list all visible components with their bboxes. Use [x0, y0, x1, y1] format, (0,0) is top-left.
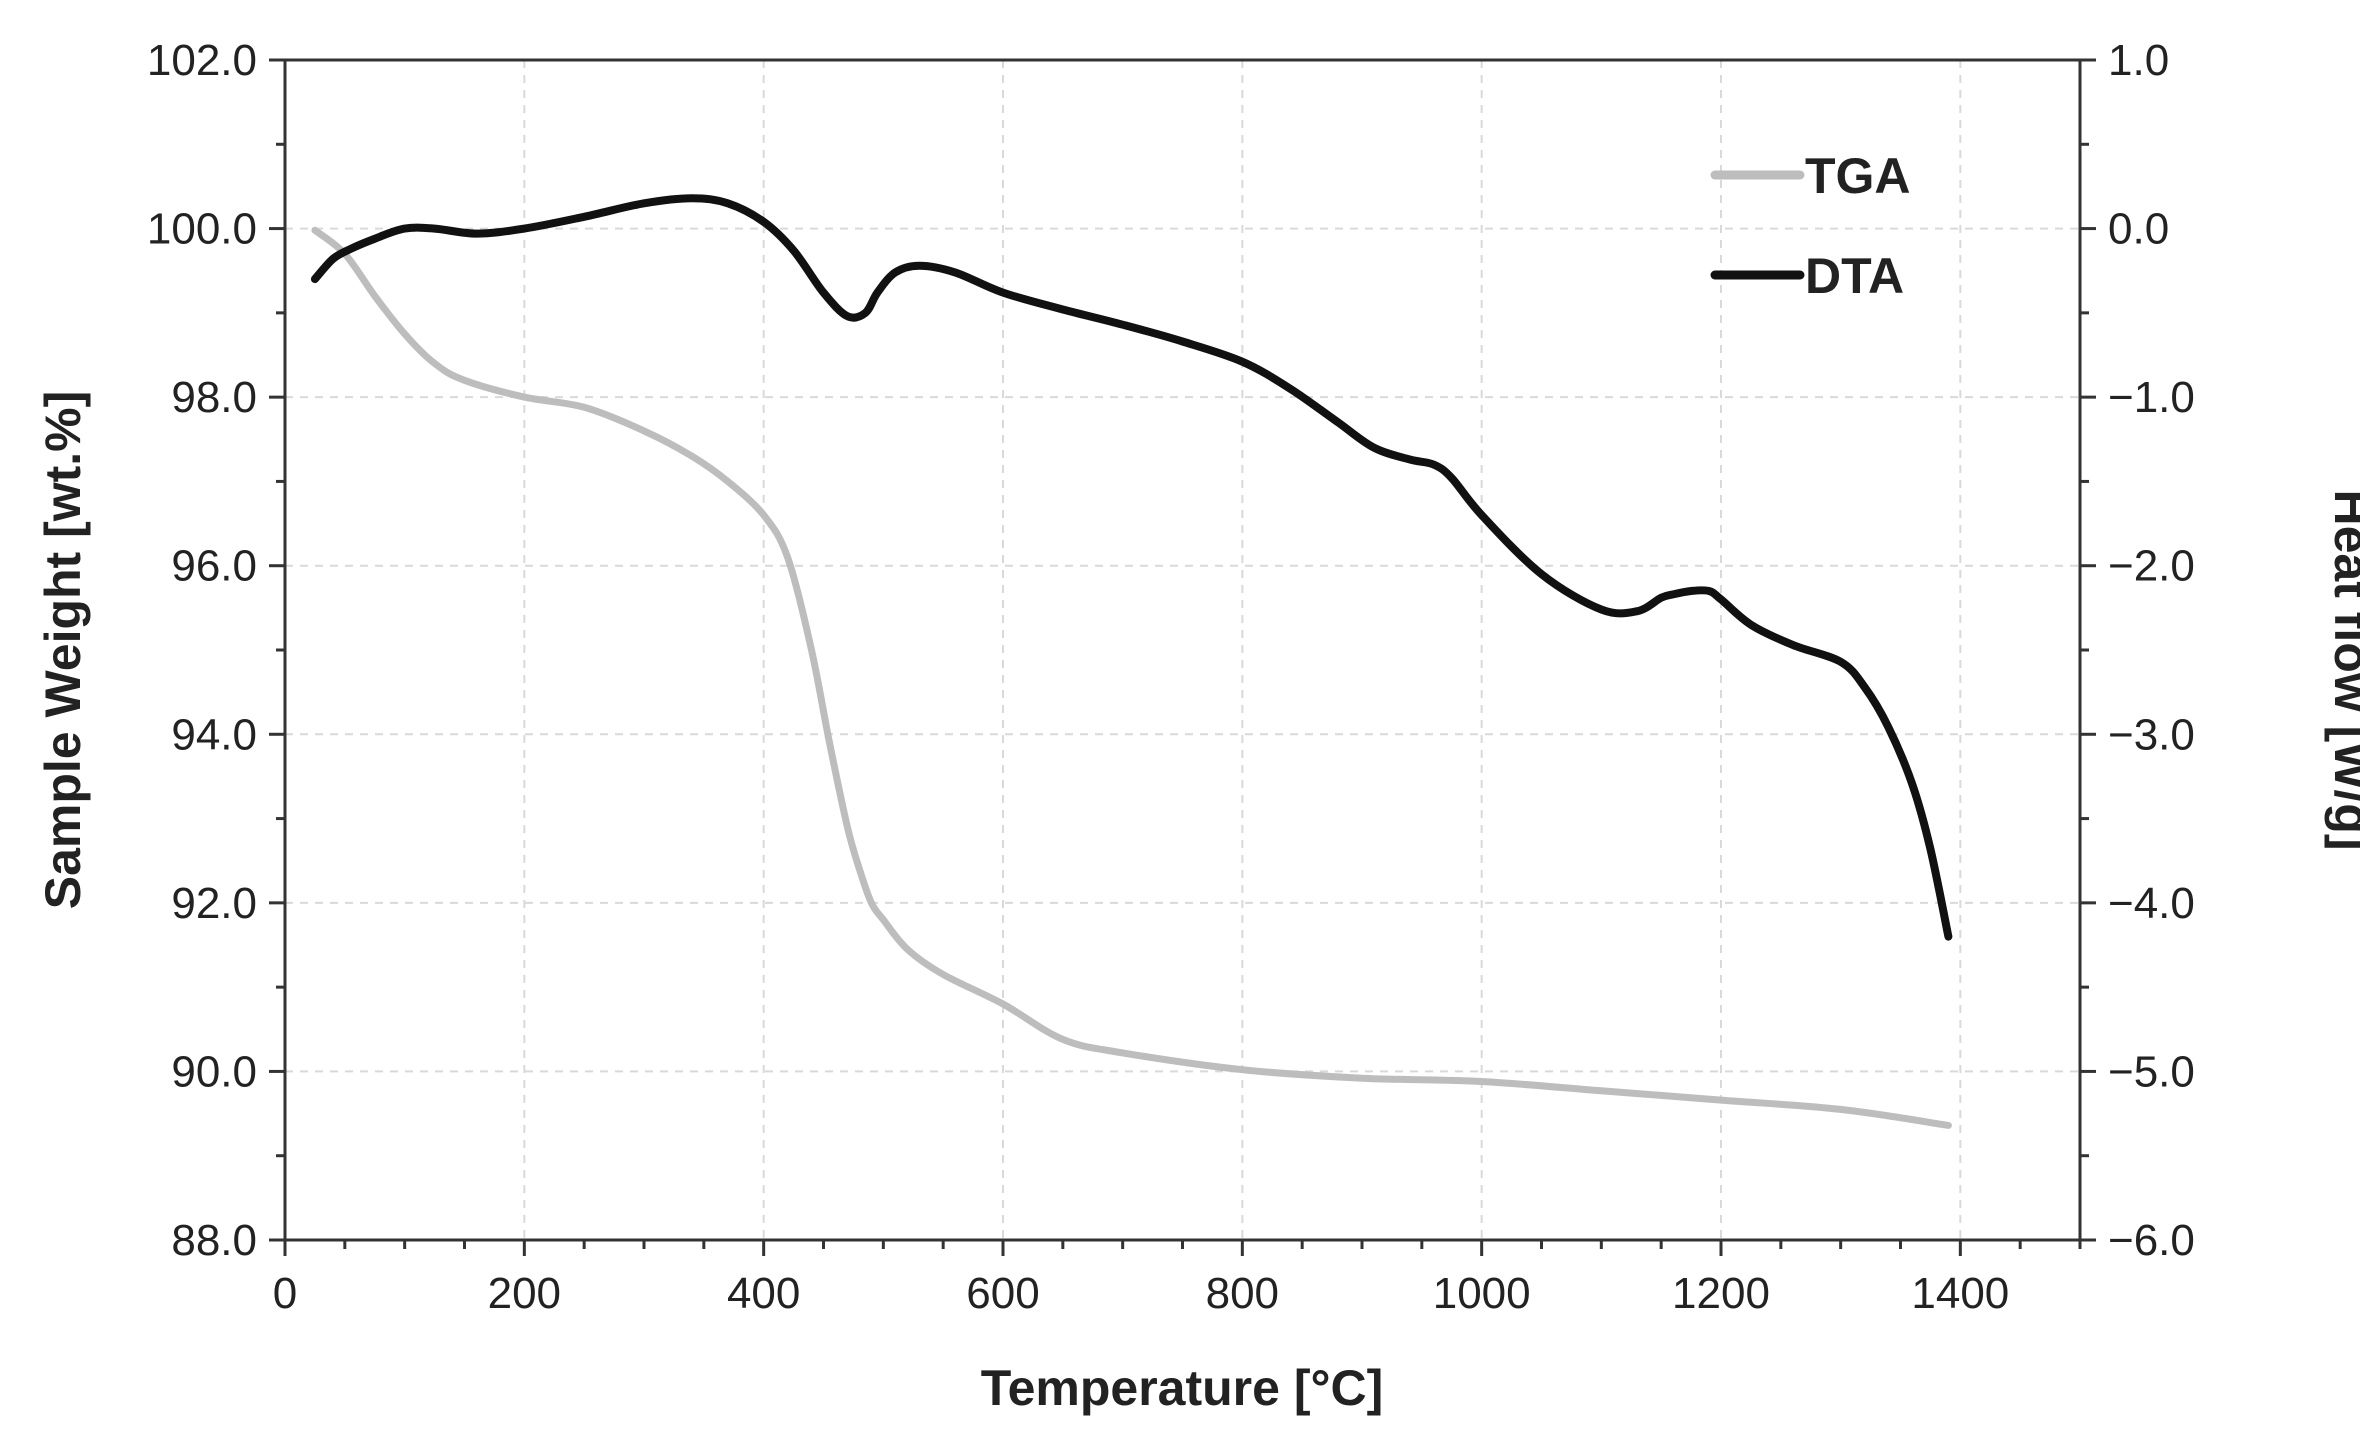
x-tick-label: 600: [966, 1269, 1039, 1318]
x-tick-label: 200: [488, 1269, 561, 1318]
y2-tick-label: 0.0: [2108, 205, 2169, 254]
legend: TGA DTA: [1710, 148, 1911, 304]
x-tick-label: 1400: [1911, 1269, 2009, 1318]
y2-tick-label: −4.0: [2108, 879, 2195, 928]
y2-axis-title: Heat flow [W/g]: [2324, 489, 2360, 850]
x-tick-label: 1000: [1433, 1269, 1531, 1318]
y-tick-label: 96.0: [171, 542, 257, 591]
legend-label-dta: DTA: [1805, 248, 1904, 304]
y-tick-label: 88.0: [171, 1216, 257, 1265]
y2-tick-label: −3.0: [2108, 710, 2195, 759]
y2-tick-label: −5.0: [2108, 1047, 2195, 1096]
series-line-dta: [310, 194, 1953, 941]
x-axis-title: Temperature [°C]: [981, 1360, 1383, 1416]
grid: [285, 60, 2080, 1240]
x-tick-label: 400: [727, 1269, 800, 1318]
y2-tick-label: −6.0: [2108, 1216, 2195, 1265]
y2-tick-label: 1.0: [2108, 36, 2169, 85]
x-tick-label: 0: [273, 1269, 297, 1318]
y-tick-label: 98.0: [171, 373, 257, 422]
y-tick-label: 94.0: [171, 710, 257, 759]
legend-label-tga: TGA: [1805, 148, 1911, 204]
y2-tick-label: −2.0: [2108, 542, 2195, 591]
y-tick-label: 90.0: [171, 1047, 257, 1096]
y-tick-label: 100.0: [147, 205, 257, 254]
axis-ticks: [269, 58, 2096, 1256]
y-axis-title: Sample Weight [wt.%]: [35, 391, 91, 910]
y2-tick-label: −1.0: [2108, 373, 2195, 422]
series-layer: [310, 194, 1953, 1129]
y-tick-label: 92.0: [171, 879, 257, 928]
y-tick-label: 102.0: [147, 36, 257, 85]
x-tick-label: 800: [1206, 1269, 1279, 1318]
x-tick-label: 1200: [1672, 1269, 1770, 1318]
tick-labels: 0 200 400 600 800 1000 1200 1400 88.0 90.0 92.0 94.…: [147, 36, 2195, 1318]
series-line-tga: [311, 226, 1952, 1129]
